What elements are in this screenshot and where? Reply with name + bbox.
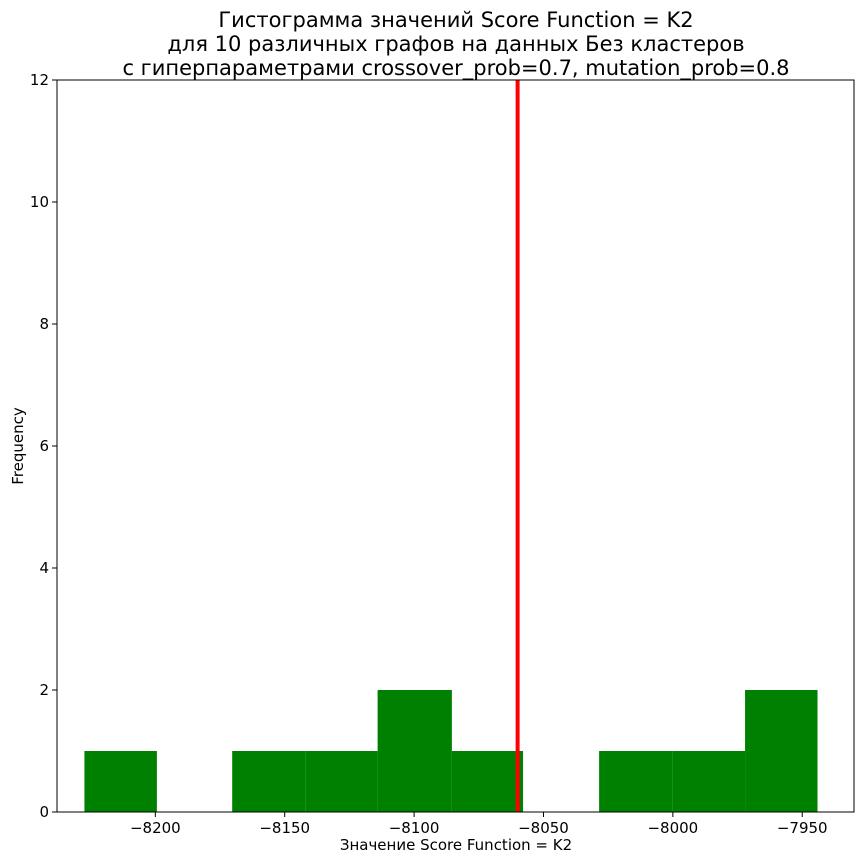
y-tick-label: 10 <box>30 193 49 211</box>
x-tick-label: −8200 <box>130 819 181 837</box>
x-axis-ticks: −8200 −8150 −8100 −8050 −8000 −7950 <box>130 812 828 837</box>
y-axis-ticks: 0 2 4 6 8 10 12 <box>30 71 57 821</box>
chart-title-line-1: Гистограмма значений Score Function = K2 <box>218 8 693 32</box>
histogram-bar-0 <box>84 751 157 812</box>
y-tick-label: 6 <box>39 437 49 455</box>
bars-group <box>84 690 818 812</box>
y-tick-label: 12 <box>30 71 49 89</box>
x-tick-label: −8000 <box>647 819 698 837</box>
histogram-bar-2 <box>232 751 306 812</box>
histogram-bar-4 <box>377 690 452 812</box>
y-tick-label: 8 <box>39 315 49 333</box>
y-tick-label: 0 <box>39 803 49 821</box>
chart-title-line-3: с гиперпараметрами crossover_prob=0.7, m… <box>122 56 789 81</box>
y-tick-label: 2 <box>39 681 49 699</box>
y-axis-label: Frequency <box>9 407 27 485</box>
histogram-bar-8 <box>672 751 746 812</box>
chart-title-line-2: для 10 различных графов на данных Без кл… <box>167 32 744 56</box>
x-tick-label: −7950 <box>777 819 828 837</box>
histogram-bar-9 <box>745 690 818 812</box>
histogram-bar-7 <box>599 751 673 812</box>
histogram-bar-5 <box>451 751 524 812</box>
x-axis-label: Значение Score Function = K2 <box>340 836 572 854</box>
x-tick-label: −8050 <box>518 819 569 837</box>
y-tick-label: 4 <box>39 559 49 577</box>
histogram-bar-3 <box>305 751 378 812</box>
x-tick-label: −8150 <box>259 819 310 837</box>
plot-area-frame <box>56 79 855 813</box>
x-tick-label: −8100 <box>389 819 440 837</box>
